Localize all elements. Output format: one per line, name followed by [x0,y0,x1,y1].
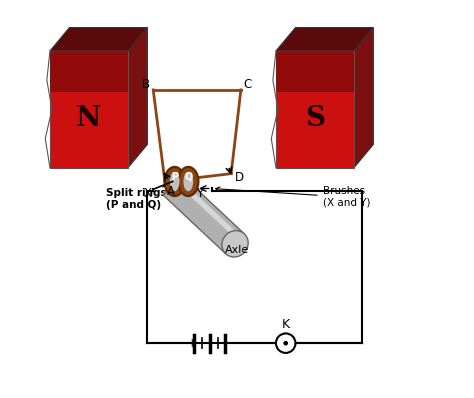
Polygon shape [164,176,245,254]
Polygon shape [276,27,374,51]
Text: Brushes
(X and Y): Brushes (X and Y) [216,186,370,208]
Text: B: B [142,78,150,91]
Circle shape [276,334,295,353]
Text: +: + [187,337,198,350]
Polygon shape [50,51,128,92]
Circle shape [283,341,288,345]
Ellipse shape [170,172,180,191]
Text: Y: Y [196,187,203,200]
Polygon shape [354,27,374,168]
Text: Split rings
(P and Q): Split rings (P and Q) [107,183,171,210]
Text: A: A [167,185,175,198]
Text: S: S [305,105,325,132]
Text: N: N [76,105,101,132]
Text: C: C [244,78,252,91]
Ellipse shape [178,167,199,196]
Text: Q: Q [184,172,192,182]
Polygon shape [276,51,354,92]
Text: P: P [171,172,178,182]
Text: Axle: Axle [225,245,249,255]
Ellipse shape [183,172,193,191]
Polygon shape [50,51,128,168]
Ellipse shape [222,230,248,257]
Ellipse shape [164,167,185,196]
Polygon shape [128,27,147,168]
Text: D: D [235,171,244,184]
Text: X: X [144,187,152,200]
Text: −: − [225,336,237,351]
Text: K: K [282,318,290,332]
Polygon shape [175,178,242,241]
Polygon shape [50,27,147,51]
Polygon shape [276,51,354,168]
